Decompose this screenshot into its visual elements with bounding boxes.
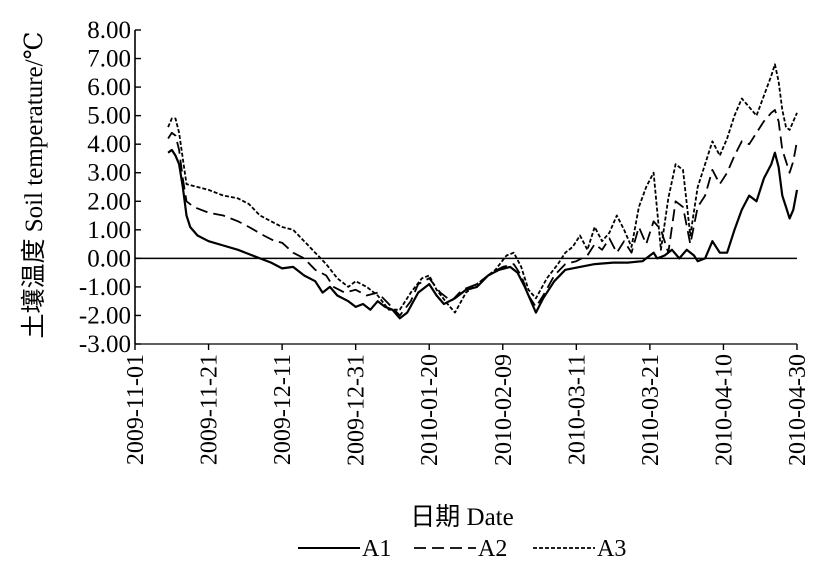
y-tick-label: -3.00 bbox=[79, 331, 131, 358]
x-tick-label: 2009-11-01 bbox=[123, 354, 149, 465]
x-tick-label: 2010-03-11 bbox=[564, 354, 590, 465]
x-tick-label: 2009-12-11 bbox=[270, 354, 296, 465]
series-line-a1 bbox=[167, 148, 799, 320]
y-tick-label: 0.00 bbox=[87, 245, 131, 272]
y-tick-label: 8.00 bbox=[87, 17, 131, 44]
y-tick-label: -1.00 bbox=[79, 274, 131, 301]
y-tick-label: 1.00 bbox=[87, 217, 131, 244]
legend-label-a1: A1 bbox=[362, 536, 391, 562]
series-line-a2 bbox=[167, 109, 798, 317]
x-axis-ticks: 2009-11-01 2009-11-21 2009-12-11 2009-12-31… bbox=[123, 344, 811, 466]
legend-label-a2: A2 bbox=[478, 536, 507, 562]
series-lines bbox=[167, 63, 799, 320]
x-tick-label: 2010-03-21 bbox=[638, 354, 664, 466]
x-tick-label: 2009-11-21 bbox=[197, 354, 223, 465]
x-tick-label: 2010-04-30 bbox=[785, 354, 811, 466]
legend: A1 A2 A3 bbox=[298, 536, 626, 562]
y-tick-label: 6.00 bbox=[87, 74, 131, 101]
x-tick-label: 2009-12-31 bbox=[344, 354, 370, 466]
x-tick-label: 2010-04-10 bbox=[711, 354, 737, 466]
y-axis-label: 土壤温度 Soil temperature/℃ bbox=[20, 31, 48, 338]
x-tick-label: 2010-01-20 bbox=[417, 354, 443, 466]
x-axis-label: 日期 Date bbox=[410, 504, 513, 531]
y-tick-label: 7.00 bbox=[87, 46, 131, 73]
y-tick-label: 3.00 bbox=[87, 160, 131, 187]
y-tick-label: -2.00 bbox=[79, 302, 131, 329]
legend-label-a3: A3 bbox=[597, 536, 626, 562]
y-tick-label: 5.00 bbox=[87, 103, 131, 130]
y-axis-ticks: 8.007.006.005.004.003.002.001.000.00-1.0… bbox=[79, 17, 141, 358]
x-tick-label: 2010-02-09 bbox=[491, 354, 517, 466]
axes bbox=[134, 30, 797, 345]
y-tick-label: 4.00 bbox=[87, 131, 131, 158]
y-tick-label: 2.00 bbox=[87, 188, 131, 215]
series-line-a3 bbox=[167, 63, 798, 314]
